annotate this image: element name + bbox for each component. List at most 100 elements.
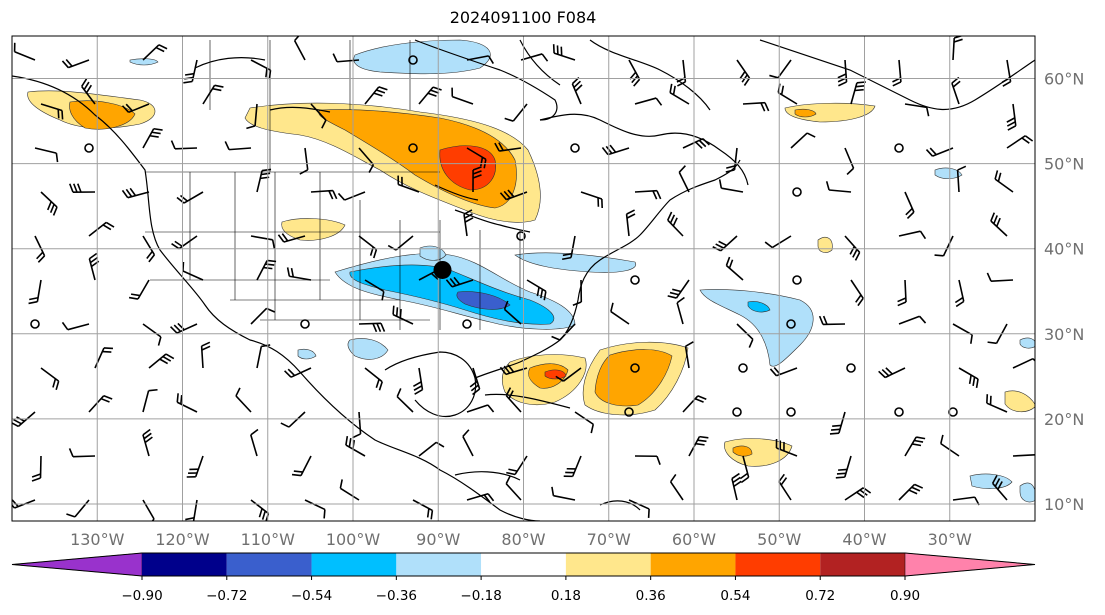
wind-barb (418, 441, 445, 457)
wind-barb (81, 78, 96, 105)
wind-barb (790, 132, 816, 149)
colorbar-segment (735, 553, 821, 576)
colorbar-tick-label: −0.90 (121, 588, 162, 604)
wind-barb (170, 140, 198, 150)
negative-anomaly-region (1019, 482, 1035, 503)
calm-wind-marker (84, 143, 94, 153)
wind-barb (897, 279, 907, 307)
wind-barb (466, 404, 495, 413)
wind-barb (463, 209, 474, 237)
colorbar-tick-label: 0.72 (805, 588, 835, 604)
wind-barb (142, 235, 156, 263)
wind-barb (299, 147, 309, 175)
negative-anomaly-region (129, 58, 159, 66)
wind-barb (769, 59, 792, 79)
wind-barb (574, 411, 595, 434)
calm-wind-marker (462, 319, 472, 329)
wind-barb (310, 189, 338, 200)
wind-barb (742, 101, 770, 112)
wind-barb (952, 323, 973, 344)
wind-barb (332, 53, 360, 63)
wind-barb (256, 168, 272, 193)
wind-barb (250, 428, 259, 457)
wind-barb (358, 322, 386, 333)
calm-wind-marker (624, 407, 634, 417)
colorbar-segment (311, 553, 397, 576)
wind-barb (898, 230, 927, 240)
colorbar-tick-label: 0.90 (890, 588, 920, 604)
map-frame (11, 35, 1036, 522)
calm-wind-marker (894, 143, 904, 153)
wind-barb (345, 436, 366, 457)
wind-barb (736, 59, 751, 86)
wind-barb (1001, 59, 1012, 87)
wind-barb (61, 321, 90, 331)
wind-barb (878, 367, 906, 379)
calm-wind-marker (894, 407, 904, 417)
negative-anomaly-region (934, 167, 963, 180)
wind-barb (990, 212, 1008, 237)
wind-barb (844, 235, 861, 261)
wind-barb (40, 367, 60, 391)
wind-barb (725, 147, 738, 173)
shaded-anomaly-contours (27, 39, 1035, 503)
wind-barb (552, 44, 576, 61)
wind-barb (682, 395, 707, 413)
wind-barb (176, 393, 198, 413)
colorbar-tick-label: 0.18 (551, 588, 581, 604)
wind-barb (186, 455, 204, 478)
wind-barb (712, 235, 738, 252)
wind-barb (777, 83, 798, 105)
longitude-labels: 130°W 120°W 110°W 100°W 90°W 80°W 70°W 60°W 50°W… (70, 530, 972, 549)
wind-barb (61, 58, 90, 69)
wind-barb (688, 435, 709, 457)
latitude-labels: 60°N 50°N 40°N 30°N 20°N 10°N (1044, 70, 1084, 514)
wind-barb (682, 137, 710, 149)
wind-barb (256, 344, 271, 369)
wind-barb (183, 59, 198, 84)
wind-barb (764, 235, 792, 249)
calm-wind-marker (786, 407, 796, 417)
map-title: 2024091100 F084 (449, 8, 597, 27)
wind-barb (171, 235, 198, 250)
wind-barb (844, 487, 872, 501)
latitude-label: 30°N (1044, 325, 1084, 344)
positive-anomaly-region (281, 218, 346, 241)
wind-barb (142, 428, 153, 457)
wind-barb (1012, 357, 1035, 369)
wind-barb (396, 388, 414, 413)
wind-barb (121, 103, 150, 114)
wind-barb (825, 181, 852, 193)
wind-barb (170, 322, 198, 334)
longitude-label: 60°W (672, 530, 716, 549)
wind-barb (526, 279, 547, 301)
colorbar-segment (820, 553, 905, 576)
wind-barb (358, 147, 375, 173)
wind-barb (669, 83, 690, 105)
positive-anomaly-region (732, 445, 753, 457)
wind-barb (850, 279, 864, 307)
negative-anomaly-region (456, 291, 511, 310)
wind-barb (412, 367, 424, 395)
colorbar-segment (481, 553, 566, 576)
wind-barb (504, 103, 528, 122)
calm-wind-marker (408, 55, 418, 65)
longitude-label: 80°W (501, 530, 545, 549)
wind-barb (304, 499, 326, 519)
wind-barb (250, 499, 270, 521)
wind-barb (142, 127, 163, 149)
latitude-label: 40°N (1044, 240, 1084, 259)
wind-barb (520, 53, 549, 62)
wind-barb (991, 475, 1008, 501)
wind-barb (904, 103, 930, 117)
wind-barb (505, 387, 522, 413)
wind-barb (1006, 135, 1034, 149)
colorbar-extend-low (11, 552, 143, 577)
wind-barb (572, 279, 583, 307)
wind-barb (445, 276, 474, 288)
wind-barb (505, 475, 522, 501)
wind-barb (667, 279, 690, 299)
wind-barb (625, 209, 636, 237)
wind-barb (739, 455, 750, 484)
calm-wind-marker (408, 143, 418, 153)
